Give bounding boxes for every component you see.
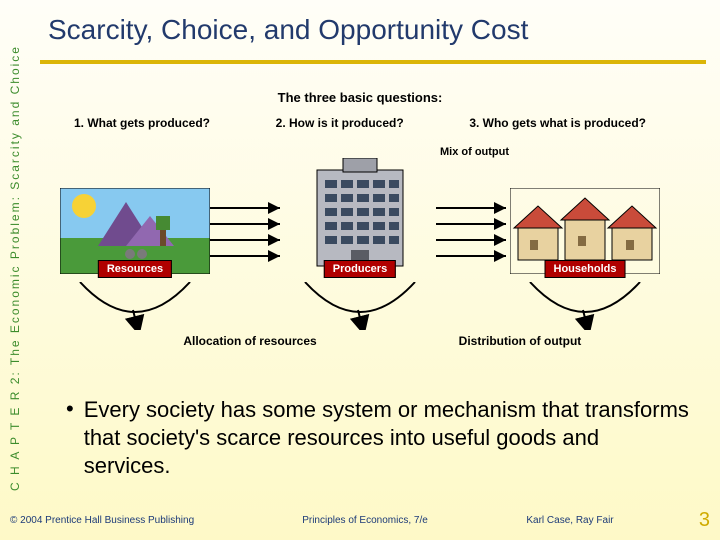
questions-row: 1. What gets produced? 2. How is it prod… (60, 116, 660, 130)
arc-down-producers (285, 282, 435, 330)
arc-down-households (510, 282, 660, 330)
bullet-text: Every society has some system or mechani… (84, 396, 690, 480)
arc-label-distribution: Distribution of output (430, 334, 610, 348)
footer-page-number: 3 (699, 509, 710, 532)
title-rule (40, 60, 706, 64)
sidebar-chapter-text: C H A P T E R 2: The Economic Problem: S… (8, 45, 22, 491)
question-2: 2. How is it produced? (276, 116, 404, 130)
flow-arrows-left (210, 196, 284, 266)
arc-label-allocation: Allocation of resources (160, 334, 340, 348)
diagram-container: The three basic questions: 1. What gets … (60, 90, 660, 370)
question-3: 3. Who gets what is produced? (469, 116, 646, 130)
page-title: Scarcity, Choice, and Opportunity Cost (48, 14, 708, 46)
producers-tag: Producers (324, 260, 396, 278)
footer-authors: Karl Case, Ray Fair (490, 515, 650, 526)
producers-icon (285, 158, 435, 274)
diagram-heading: The three basic questions: (60, 90, 660, 105)
flow-arrows-right (436, 196, 510, 266)
mix-output-label: Mix of output (440, 146, 509, 158)
resources-panel: Resources (60, 188, 210, 274)
bullet-dot: • (66, 396, 74, 480)
question-1: 1. What gets produced? (74, 116, 210, 130)
producers-panel: Producers (285, 158, 435, 274)
arc-down-resources (60, 282, 210, 330)
sidebar-chapter-label: C H A P T E R 2: The Economic Problem: S… (6, 28, 24, 508)
households-panel: Households (510, 188, 660, 274)
footer-book: Principles of Economics, 7/e (240, 515, 490, 526)
households-tag: Households (545, 260, 626, 278)
footer-copyright: © 2004 Prentice Hall Business Publishing (10, 515, 240, 526)
footer: © 2004 Prentice Hall Business Publishing… (10, 509, 710, 532)
resources-tag: Resources (98, 260, 172, 278)
bullet-point: • Every society has some system or mecha… (66, 396, 690, 480)
